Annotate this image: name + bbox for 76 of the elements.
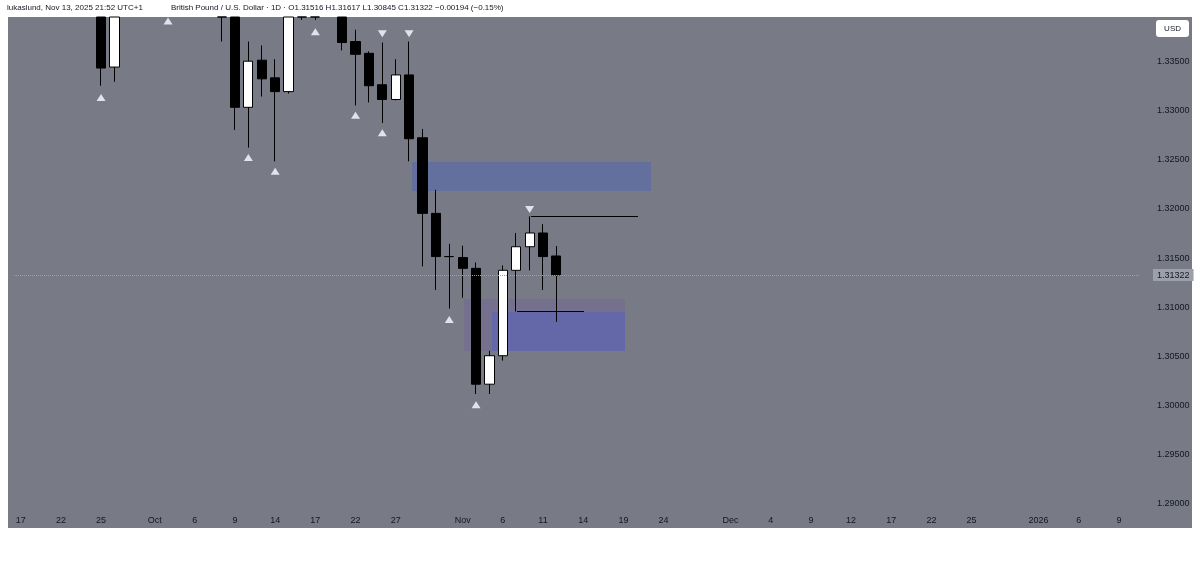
candlestick [257,44,267,98]
x-tick-label: 27 [390,514,401,525]
x-tick-label: 14 [578,514,589,525]
x-tick-label: 4 [768,514,774,525]
ref-line-label: 1.31322 [1157,270,1190,281]
x-tick-label: 17 [15,514,26,525]
y-tick-label: 1.29500 [1157,448,1190,459]
candlestick [498,264,508,362]
point [404,30,414,38]
point [351,111,361,119]
x-tick-label: 22 [55,514,66,525]
candlestick [484,350,495,395]
candlestick [109,16,120,83]
candlestick [525,215,535,271]
candlestick [297,16,307,21]
y-tick-label: 1.30500 [1157,350,1190,361]
y-tick-label: 1.31000 [1157,301,1190,312]
x-tick-label: 17 [310,514,321,525]
x-tick-label: 6 [192,514,198,525]
x-tick-label: Oct [147,514,163,525]
candlestick [404,41,414,162]
x-tick-label: Dec [722,514,740,525]
point [96,94,106,102]
candlestick [444,243,454,310]
candlestick [538,223,548,291]
x-tick-label: 2026 [1028,514,1049,525]
point [377,30,387,38]
candlestick [217,16,227,43]
x-tick-label: 17 [886,514,897,525]
candlestick [270,58,280,162]
x-tick-label: Nov [454,514,472,525]
y-tick-label: 1.32000 [1157,203,1190,214]
x-tick-label: 6 [1076,514,1082,525]
point [310,28,320,36]
candlestick [471,261,481,395]
candlestick [283,16,294,95]
point [444,315,454,323]
x-tick-label: 9 [232,514,238,525]
point [525,205,535,213]
candlestick [431,189,441,291]
candlestick [243,41,253,149]
x-tick-label: 6 [500,514,506,525]
x-tick-label: 25 [966,514,977,525]
candlestick [310,16,320,21]
candlestick [511,232,521,313]
y-tick-label: 1.30000 [1157,399,1190,410]
candlestick [230,16,240,131]
x-tick-label: 11 [538,514,548,525]
y-tick-label: 1.33500 [1157,56,1190,67]
x-tick-label: 14 [270,514,281,525]
x-tick-label: 19 [618,514,629,525]
x-tick-label: 9 [1116,514,1122,525]
y-tick-label: 1.32500 [1157,154,1190,165]
text: lukaslund, Nov 13, 2025 21:52 UTC+1 [7,3,143,13]
y-axis-title: USD [1156,20,1189,37]
candlestick [417,128,428,267]
chart-title: British Pound / U.S. Dollar · 1D · O1.31516 H1.31617 L1.30845 C1.31322 −0.00194 (−0.15%) [170,3,504,13]
x-tick-label: 12 [846,514,857,525]
point [270,167,280,175]
y-tick-label: 1.33000 [1157,105,1190,116]
candlestick [364,50,374,103]
candlestick [337,16,347,51]
y-tick-label: 1.31500 [1157,252,1190,263]
candlestick [350,29,361,106]
point [243,153,253,161]
x-tick-label: 25 [96,514,107,525]
x-tick-label: 9 [808,514,814,525]
candlestick [377,42,387,124]
x-tick-label: 22 [926,514,937,525]
x-tick-label: 22 [350,514,361,525]
candlestick [551,245,561,323]
candlestick [458,245,468,299]
candlestick [391,58,401,101]
candlestick [96,16,106,87]
x-tick-label: 24 [658,514,669,525]
y-tick-label: 1.29000 [1157,498,1190,508]
